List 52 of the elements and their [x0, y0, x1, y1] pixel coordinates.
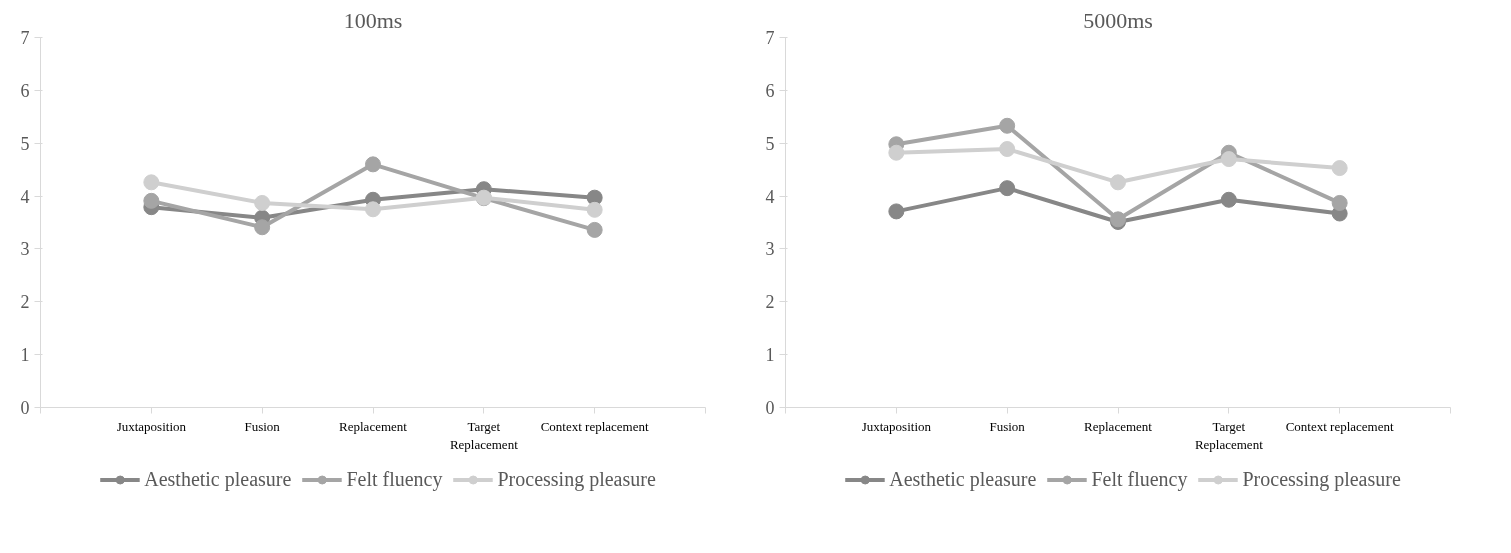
point — [999, 180, 1016, 197]
legend-label: Processing pleasure — [1242, 467, 1401, 491]
y-tick-label: 4 — [20, 186, 30, 207]
x-tick-label: Context replacement — [1285, 418, 1395, 434]
y-tick-label: 5 — [20, 133, 30, 154]
x-tick-label: Target Replacement — [449, 418, 519, 452]
y-tick-label: 3 — [20, 239, 30, 260]
point — [365, 156, 381, 173]
y-tick-label: 7 — [20, 28, 30, 48]
chart-title: 5000ms — [1083, 7, 1153, 33]
point — [254, 194, 271, 211]
y-tick-label: 5 — [765, 133, 775, 154]
point — [586, 201, 603, 218]
point — [254, 219, 271, 236]
y-tick-label: 4 — [765, 186, 775, 207]
y-tick-label: 0 — [765, 398, 775, 418]
x-tick-label: Fusion — [244, 418, 281, 434]
x-tick-label: Replacement — [1084, 418, 1153, 434]
point — [888, 144, 905, 161]
x-tick-label: Replacement — [339, 418, 408, 434]
chart-title: 100ms — [343, 7, 403, 33]
point — [1220, 151, 1237, 168]
legend-label: Felt fluency — [346, 467, 443, 491]
point — [999, 141, 1016, 158]
point — [1331, 194, 1348, 211]
x-tick-label: Juxtaposition — [116, 418, 187, 434]
y-tick-label: 6 — [765, 80, 775, 101]
point — [143, 192, 160, 209]
y-tick-label: 6 — [20, 80, 30, 101]
x-tick-label: Context replacement — [540, 418, 650, 434]
y-tick-label: 7 — [765, 28, 775, 48]
y-tick-label: 0 — [20, 398, 30, 418]
point — [1110, 174, 1126, 191]
y-tick-label: 1 — [765, 345, 775, 366]
point — [1331, 160, 1348, 177]
legend-label: Aesthetic pleasure — [144, 467, 292, 491]
y-tick-label: 2 — [765, 292, 775, 313]
point — [888, 203, 905, 220]
point — [365, 201, 381, 218]
y-tick-label: 1 — [20, 345, 30, 366]
point — [143, 174, 160, 191]
legend-label: Aesthetic pleasure — [889, 467, 1037, 491]
y-tick-label: 3 — [765, 239, 775, 260]
x-tick-label: Fusion — [989, 418, 1026, 434]
legend-label: Felt fluency — [1091, 467, 1188, 491]
y-tick-label: 2 — [20, 292, 30, 313]
x-tick-label: Target Replacement — [1194, 418, 1264, 452]
point — [1220, 191, 1237, 208]
x-tick-label: Juxtaposition — [861, 418, 932, 434]
point — [586, 221, 603, 238]
legend-label: Processing pleasure — [497, 467, 656, 491]
point — [999, 117, 1016, 134]
